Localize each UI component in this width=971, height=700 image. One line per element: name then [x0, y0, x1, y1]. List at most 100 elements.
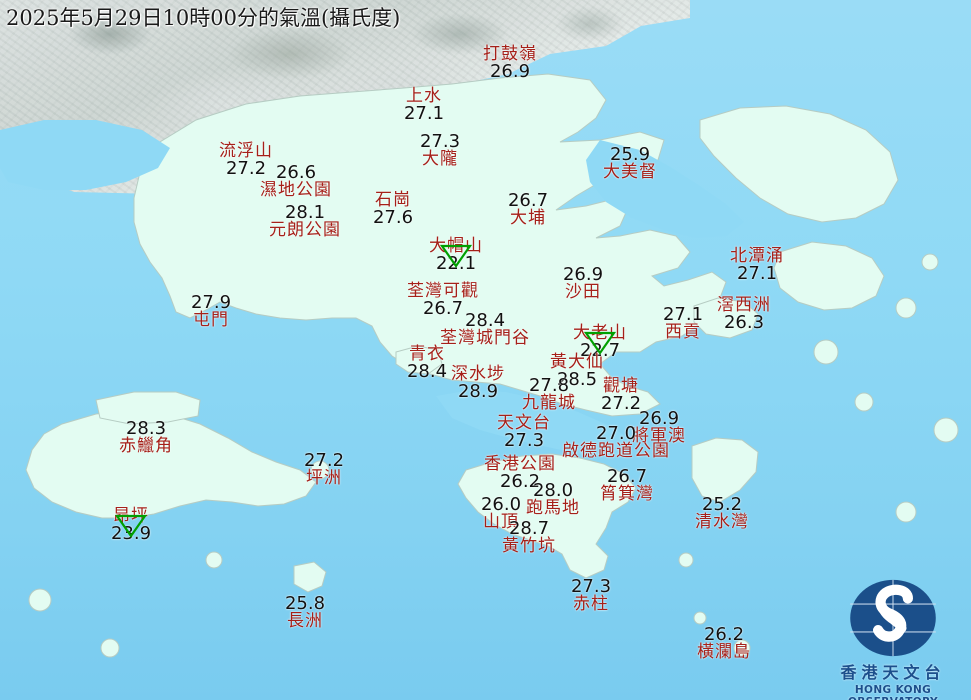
land-islet-5 [693, 611, 707, 625]
land-hong-kong-island [457, 453, 637, 579]
station-label[interactable]: 流浮山 27.2 [219, 143, 273, 178]
station-name: 荃灣可觀 [407, 281, 479, 301]
station-name: 筲箕灣 [600, 484, 654, 504]
station-label[interactable]: 27.2 坪洲 [304, 452, 344, 487]
station-label[interactable]: 荃灣可觀 26.7 [407, 283, 479, 318]
station-name: 大隴 [421, 149, 458, 169]
land-plover-cove [699, 105, 899, 223]
land-islet-3 [813, 339, 839, 365]
station-label[interactable]: 26.0 山頂 [481, 496, 521, 531]
station-label[interactable]: 滘西洲 26.3 [717, 297, 771, 332]
hko-logo: 香港天文台 HONG KONG OBSERVATORY [821, 578, 965, 700]
land-islet-8 [28, 588, 52, 612]
station-name: 赤鱲角 [119, 436, 173, 456]
station-label[interactable]: 深水埗 28.9 [451, 366, 505, 401]
station-label[interactable]: 26.9 沙田 [563, 266, 603, 301]
station-label[interactable]: 上水 27.1 [404, 88, 444, 123]
station-label[interactable]: 27.9 屯門 [191, 294, 231, 329]
station-temperature-value: 26.7 [507, 190, 549, 211]
land-cheung-chau [293, 561, 327, 593]
station-name: 香港公園 [484, 454, 556, 474]
station-temperature-value: 27.1 [662, 304, 704, 325]
land-tsing-yi [395, 345, 443, 375]
station-label[interactable]: 北潭涌 27.1 [730, 248, 784, 283]
station-label[interactable]: 香港公園 26.2 [484, 456, 556, 491]
land-chek-lap-kok [95, 391, 201, 425]
station-name: 將軍澳 [632, 426, 686, 446]
title-bar: 2025年5月29日10時00分的氣溫(攝氏度) [0, 0, 971, 30]
station-label[interactable]: 28.7 黃竹坑 [502, 520, 556, 555]
station-label[interactable]: 26.9 將軍澳 [632, 410, 686, 445]
observatory-emblem-icon [850, 579, 936, 657]
station-label[interactable]: 天文台 27.3 [497, 415, 551, 450]
station-label[interactable]: 觀塘 27.2 [601, 378, 641, 413]
station-temperature-value: 28.5 [556, 369, 598, 390]
station-temperature-value: 27.3 [570, 576, 612, 597]
station-temperature-value: 26.6 [275, 162, 317, 183]
land-islet-1 [895, 297, 917, 319]
station-label[interactable]: 28.3 赤鱲角 [119, 420, 173, 455]
station-label[interactable]: 26.6 濕地公園 [260, 164, 332, 199]
land-islet-10 [895, 501, 917, 523]
station-name: 觀塘 [602, 376, 639, 396]
station-label[interactable]: 打鼓嶺 26.9 [483, 46, 537, 81]
station-temperature-value: 28.4 [464, 310, 506, 331]
station-temperature-value: 27.2 [225, 158, 267, 179]
station-label[interactable]: 27.0 啟德跑道公園 [562, 425, 670, 460]
land-islet-9 [205, 551, 223, 569]
station-name: 石崗 [374, 190, 411, 210]
station-name: 青衣 [408, 344, 445, 364]
station-name: 沙田 [564, 282, 601, 302]
logo-text-chinese: 香港天文台 [840, 663, 946, 682]
station-label[interactable]: 25.9 大美督 [603, 146, 657, 181]
water-victoria-harbour [436, 390, 634, 456]
land-islet-6 [678, 552, 694, 568]
station-name: 九龍城 [522, 393, 576, 413]
station-name: 濕地公園 [260, 180, 332, 200]
station-name: 清水灣 [695, 512, 749, 532]
station-label[interactable]: 25.8 長洲 [285, 595, 325, 630]
station-label[interactable]: 27.8 九龍城 [522, 377, 576, 412]
station-temperature-value: 26.7 [422, 298, 464, 319]
station-name: 橫瀾島 [697, 642, 751, 662]
station-label[interactable]: 27.3 赤柱 [571, 578, 611, 613]
station-label[interactable]: 25.2 清水灣 [695, 496, 749, 531]
station-label[interactable]: 26.2 橫瀾島 [697, 626, 751, 661]
station-temperature-value: 27.9 [190, 292, 232, 313]
station-label[interactable]: 黃大仙 28.5 [550, 354, 604, 389]
station-name: 長洲 [286, 611, 323, 631]
station-name: 赤柱 [572, 594, 609, 614]
station-label[interactable]: 28.1 元朗公園 [269, 204, 341, 239]
station-temperature-value: 28.4 [406, 361, 448, 382]
station-temperature-value: 27.8 [528, 375, 570, 396]
logo-text-english: HONG KONG OBSERVATORY [848, 684, 938, 700]
station-label[interactable]: 26.7 大埔 [508, 192, 548, 227]
station-name: 深水埗 [451, 364, 505, 384]
station-temperature-value: 28.9 [457, 381, 499, 402]
land-islet-2 [921, 253, 939, 271]
station-temperature-value: 26.9 [638, 408, 680, 429]
station-name: 黃竹坑 [502, 536, 556, 556]
station-label[interactable]: 28.0 跑馬地 [526, 482, 580, 517]
land-kau-sai-chau [693, 297, 759, 339]
station-label[interactable]: 27.1 西貢 [663, 306, 703, 341]
station-label[interactable]: 昂坪 23.9 [111, 508, 151, 543]
station-name: 屯門 [192, 310, 229, 330]
station-name: 流浮山 [219, 141, 273, 161]
station-label[interactable]: 青衣 28.4 [407, 346, 447, 381]
water-tolo-harbour [586, 140, 744, 238]
station-name: 山頂 [482, 512, 519, 532]
station-name: 北潭涌 [730, 246, 784, 266]
station-label[interactable]: 27.3 大隴 [420, 133, 460, 168]
station-temperature-value: 25.2 [701, 494, 743, 515]
station-label[interactable]: 大帽山 22.1 [429, 238, 483, 273]
station-label[interactable]: 28.4 荃灣城門谷 [440, 312, 530, 347]
station-name: 跑馬地 [526, 498, 580, 518]
station-label[interactable]: 石崗 27.6 [373, 192, 413, 227]
station-temperature-value: 26.3 [723, 312, 765, 333]
station-label[interactable]: 26.7 筲箕灣 [600, 468, 654, 503]
station-temperature-value: 27.1 [736, 263, 778, 284]
